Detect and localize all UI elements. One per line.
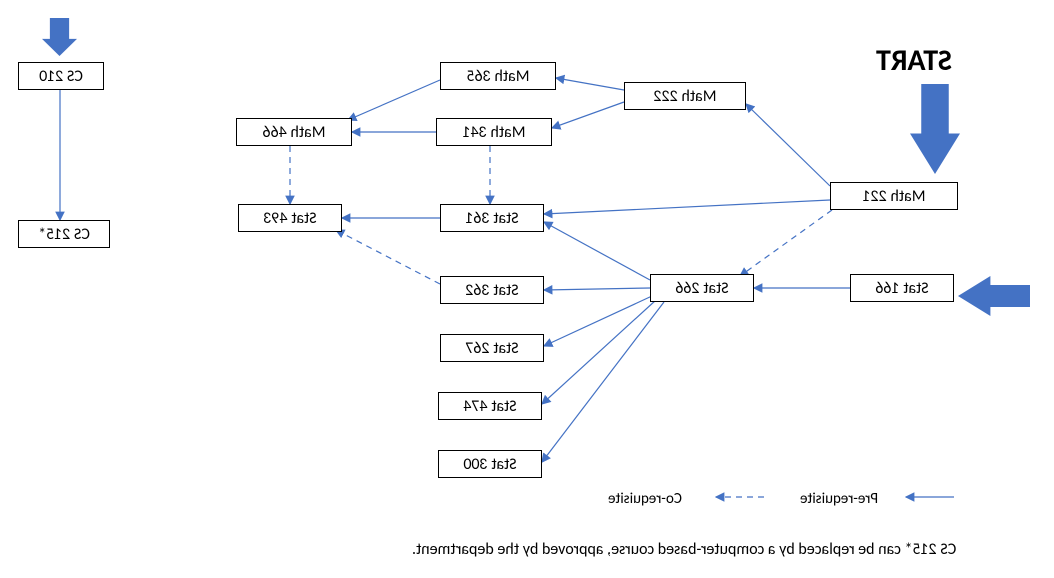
stat166-arrow-left (958, 276, 1030, 316)
edge-math222-math341 (552, 102, 624, 128)
node-stat266: Stat 266 (650, 274, 754, 302)
legend-pre-label: Pre-requisite (800, 490, 878, 508)
edge-math221-stat266 (740, 210, 832, 276)
edge-stat266-stat267 (544, 296, 652, 346)
node-math341: Math 341 (436, 118, 552, 146)
node-math365: Math 365 (440, 62, 556, 90)
edge-stat266-stat361 (544, 222, 650, 280)
edge-stat362-stat493 (336, 230, 440, 284)
edge-math221-stat361 (544, 200, 830, 214)
node-stat361: Stat 361 (440, 204, 544, 232)
node-stat267: Stat 267 (440, 334, 544, 362)
legend-co-label: Co-requisite (608, 490, 682, 508)
footnote: CS 215* can be replaced by a computer-ba… (412, 540, 956, 559)
start-arrow-down (910, 84, 960, 174)
node-math221: Math 221 (830, 182, 958, 210)
node-cs210: CS 210 (18, 62, 104, 90)
edge-math221-math222 (746, 104, 830, 186)
edge-stat266-stat474 (542, 300, 656, 404)
node-stat362: Stat 362 (440, 276, 544, 304)
node-cs215: CS 215* (18, 220, 110, 248)
node-math222: Math 222 (624, 82, 746, 110)
node-stat300: Stat 300 (438, 450, 542, 478)
start-label: START (876, 42, 952, 79)
node-stat493: Stat 493 (238, 204, 342, 232)
edge-stat266-stat362 (544, 288, 650, 290)
node-math466: Math 466 (236, 118, 352, 146)
edge-math365-math466 (348, 80, 440, 120)
node-stat474: Stat 474 (438, 392, 542, 420)
edge-math222-math365 (556, 78, 624, 90)
edge-stat266-stat300 (542, 302, 664, 462)
cs210-arrow-down (42, 18, 77, 56)
node-stat166: Stat 166 (850, 274, 954, 302)
